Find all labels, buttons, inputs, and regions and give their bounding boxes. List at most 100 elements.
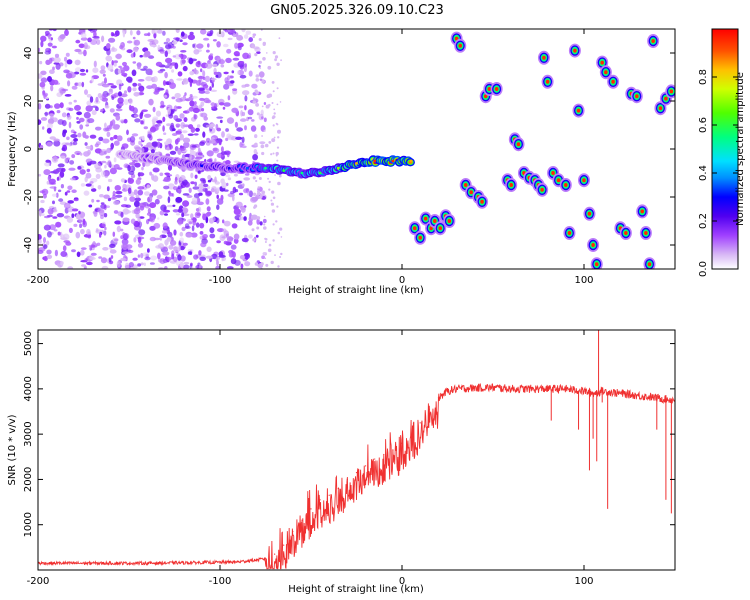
noise-speckle [230,244,237,250]
noise-speckle [248,52,252,59]
noise-speckle [243,177,251,181]
noise-speckle [209,123,213,130]
spectral-blob [512,137,525,152]
noise-speckle [179,246,186,250]
noise-speckle [255,74,260,78]
spectral-blob [636,204,649,219]
blob-core [432,219,437,223]
noise-speckle [82,131,87,138]
noise-speckle [102,138,110,144]
noise-speckle [200,29,207,35]
noise-speckle [226,117,235,124]
noise-speckle [155,110,162,117]
noise-speckle [89,96,94,103]
noise-speckle [181,207,189,214]
noise-speckle [95,228,99,232]
noise-speckle [83,111,91,119]
spectral-blob [541,74,554,89]
noise-speckle [54,53,60,58]
noise-speckle [234,259,241,266]
noise-speckle [43,215,51,219]
noise-speckle [109,108,115,113]
snr-point [565,388,567,390]
noise-speckle [63,69,70,74]
noise-speckle [147,248,150,253]
blob-core [516,142,521,147]
blob-core [651,39,655,43]
noise-speckle [91,76,94,83]
noise-speckle [256,51,261,54]
noise-speckle [226,236,234,243]
snr-point [319,499,321,501]
noise-speckle [123,99,129,105]
noise-speckle [229,75,234,79]
noise-speckle [142,252,150,257]
spectral-blob [583,206,596,221]
noise-speckle [45,96,49,100]
snr-point [492,386,494,389]
noise-speckle [194,181,197,187]
noise-speckle [140,144,143,147]
spectral-blob [643,257,656,269]
noise-speckle [168,244,174,250]
noise-speckle [64,61,68,68]
blob-core [611,79,615,84]
blob-core [542,55,546,60]
noise-speckle [266,52,268,54]
noise-speckle [146,85,153,90]
noise-speckle [124,262,130,269]
noise-speckle [164,65,170,69]
noise-speckle [77,166,82,170]
spectral-blob [639,226,652,240]
noise-speckle [274,58,277,62]
noise-speckle [52,117,58,123]
noise-speckle [226,182,229,187]
noise-speckle [89,144,94,151]
noise-speckle [189,263,193,269]
noise-speckle [113,200,120,206]
snr-point [638,395,640,397]
noise-speckle [225,174,231,178]
noise-speckle [79,152,83,156]
noise-speckle [189,153,192,161]
noise-speckle [224,77,229,83]
noise-speckle [134,118,141,123]
noise-speckle [212,39,217,42]
noise-speckle [156,194,163,200]
noise-speckle [80,249,85,256]
noise-speckle [276,146,280,149]
noise-speckle [244,173,250,176]
noise-speckle [189,100,195,107]
noise-speckle [251,119,255,122]
noise-speckle [164,172,170,176]
blob-core [551,171,555,175]
noise-speckle [162,30,166,36]
noise-speckle [89,160,97,165]
snr-line [38,383,675,570]
noise-speckle [38,234,42,241]
noise-speckle [129,196,136,202]
noise-speckle [191,197,198,203]
noise-speckle [71,249,76,253]
noise-speckle [122,217,130,222]
noise-speckle [191,145,197,148]
noise-speckle [137,216,141,223]
noise-speckle [158,243,164,249]
noise-speckle [182,213,190,217]
snr-x-tick-label: -100 [209,576,232,587]
noise-speckle [170,122,175,130]
noise-speckle [44,103,51,109]
noise-speckle [217,228,224,233]
noise-speckle [215,265,221,269]
noise-speckle [55,63,61,70]
noise-speckle [271,116,275,120]
noise-speckle [100,65,106,71]
noise-speckle [38,73,43,79]
noise-speckle [109,243,116,248]
noise-speckle [126,129,129,136]
noise-speckle [248,37,253,43]
noise-speckle [107,197,111,202]
spectrogram-ridge [115,149,415,179]
ridge-point [318,171,322,175]
noise-speckle [161,230,168,234]
